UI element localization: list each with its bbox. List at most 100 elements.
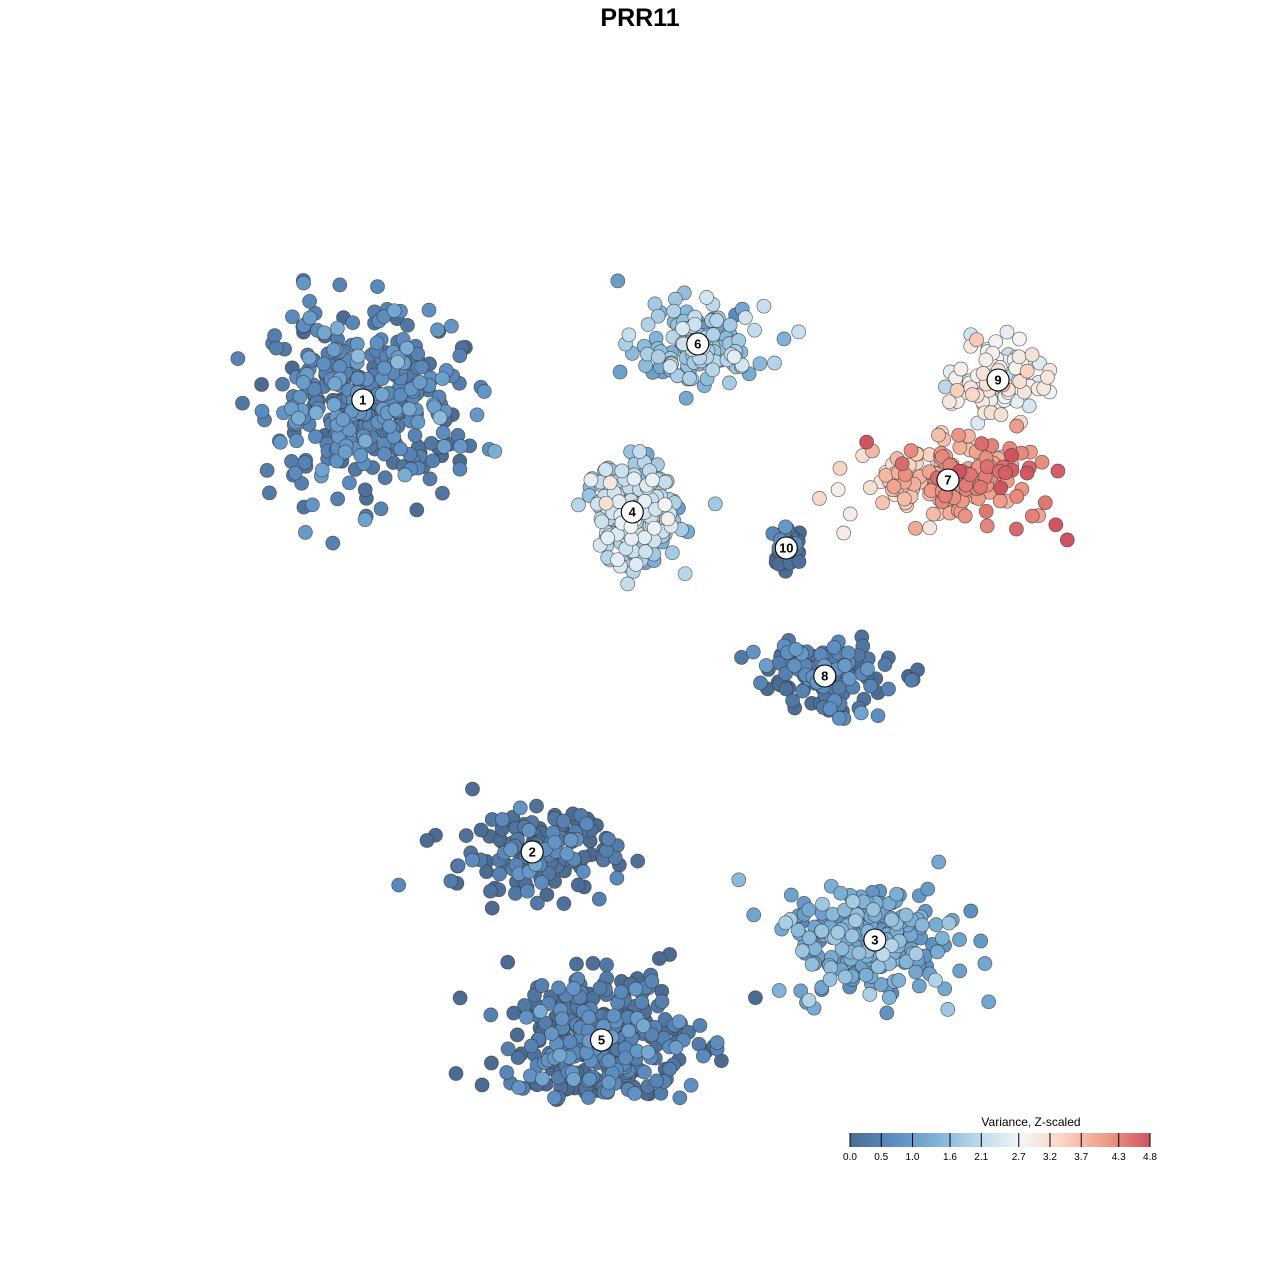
cell-point-cluster-5 xyxy=(533,1004,548,1019)
cell-point-cluster-3 xyxy=(848,913,863,928)
cell-point-cluster-7 xyxy=(922,520,938,536)
cell-point-cluster-1 xyxy=(330,491,345,507)
cell-point-cluster-5 xyxy=(621,1023,637,1039)
cell-point-cluster-9 xyxy=(993,407,1009,423)
cell-point-cluster-1 xyxy=(267,328,282,343)
cell-point-cluster-1 xyxy=(374,387,390,402)
cell-point-cluster-9 xyxy=(1040,369,1055,385)
cell-point-cluster-3 xyxy=(830,925,846,940)
cell-point-cluster-1 xyxy=(421,302,437,318)
cell-point-cluster-1 xyxy=(285,309,300,325)
cell-point-cluster-6 xyxy=(666,303,682,319)
cluster-label-1: 1 xyxy=(351,388,375,412)
cell-point-cluster-5 xyxy=(562,1034,578,1050)
cell-point-cluster-1 xyxy=(316,325,332,341)
cell-point-cluster-3 xyxy=(879,1005,895,1021)
cell-point-cluster-3 xyxy=(914,917,930,933)
cell-point-cluster-4 xyxy=(626,471,642,487)
cell-point-cluster-1 xyxy=(422,471,438,487)
cell-point-cluster-1 xyxy=(337,444,353,460)
cell-point-cluster-8 xyxy=(881,681,896,697)
cell-point-cluster-3 xyxy=(963,903,979,919)
cell-point-cluster-5 xyxy=(519,1009,534,1025)
cell-point-cluster-3 xyxy=(865,902,881,917)
cell-point-cluster-7 xyxy=(1034,454,1050,470)
cell-point-cluster-10 xyxy=(791,554,807,569)
cell-point-cluster-8 xyxy=(788,641,804,657)
cell-point-cluster-1 xyxy=(326,342,342,358)
cell-point-cluster-5 xyxy=(551,980,566,996)
cell-point-cluster-2 xyxy=(443,873,459,889)
cell-point-cluster-5 xyxy=(500,954,516,970)
cell-point-cluster-4 xyxy=(645,472,660,488)
cell-point-cluster-1 xyxy=(453,439,468,454)
cell-point-cluster-1 xyxy=(409,502,425,518)
cell-point-cluster-4 xyxy=(620,576,636,592)
cell-point-cluster-7 xyxy=(952,440,968,455)
cell-point-cluster-3 xyxy=(851,945,867,961)
cell-point-cluster-1 xyxy=(376,360,392,376)
cell-point-cluster-5 xyxy=(581,1009,597,1025)
cell-point-cluster-5 xyxy=(627,1086,642,1101)
cell-point-cluster-5 xyxy=(606,1008,622,1024)
cell-point-cluster-1 xyxy=(370,279,385,294)
cell-point-cluster-4 xyxy=(657,474,673,490)
cell-point-cluster-1 xyxy=(305,497,320,513)
cell-point-cluster-2 xyxy=(563,832,579,848)
cell-point-cluster-1 xyxy=(289,433,304,449)
cell-point-cluster-5 xyxy=(499,1065,515,1080)
cell-point-cluster-6 xyxy=(776,331,792,347)
legend-ticks: 0.0 0.5 1.0 1.6 2.1 2.7 3.2 3.7 4.3 4.8 xyxy=(843,1133,1157,1163)
cluster-label-2: 2 xyxy=(520,840,544,864)
cell-point-cluster-7 xyxy=(1009,489,1025,504)
cell-point-cluster-9 xyxy=(941,394,957,410)
cluster-label-badge xyxy=(351,388,375,412)
cell-point-cluster-4 xyxy=(664,545,680,561)
cell-point-cluster-3 xyxy=(884,912,899,928)
cell-point-cluster-7 xyxy=(842,506,858,522)
cell-point-cluster-1 xyxy=(262,485,277,501)
cell-point-cluster-6 xyxy=(678,390,694,406)
cell-point-cluster-2 xyxy=(465,852,480,868)
cell-point-cluster-3 xyxy=(862,987,878,1002)
cell-point-cluster-1 xyxy=(275,376,290,392)
cell-point-cluster-1 xyxy=(332,277,348,293)
cell-point-cluster-7 xyxy=(832,460,848,476)
cell-point-cluster-3 xyxy=(931,854,947,870)
cell-point-cluster-6 xyxy=(791,324,807,340)
cell-point-cluster-8 xyxy=(787,658,802,674)
cell-point-cluster-1 xyxy=(452,461,468,477)
cell-point-cluster-1 xyxy=(377,446,392,462)
cell-point-cluster-5 xyxy=(671,1014,687,1030)
cell-point-cluster-2 xyxy=(630,853,646,869)
cluster-label-7: 7 xyxy=(936,468,960,492)
cell-point-cluster-4 xyxy=(571,497,586,513)
cell-point-cluster-4 xyxy=(598,495,614,511)
cell-point-cluster-6 xyxy=(722,375,737,391)
cell-point-cluster-5 xyxy=(522,1068,538,1084)
cell-point-cluster-4 xyxy=(660,511,676,527)
cell-point-cluster-4 xyxy=(614,463,630,479)
cell-point-cluster-2 xyxy=(458,828,474,843)
cell-point-cluster-8 xyxy=(826,640,842,655)
cell-point-cluster-7 xyxy=(830,482,846,498)
cell-point-cluster-2 xyxy=(484,900,500,916)
cell-point-cluster-1 xyxy=(345,315,361,331)
cell-point-cluster-4 xyxy=(610,552,625,568)
cell-point-cluster-6 xyxy=(709,313,725,328)
cluster-label-text: 8 xyxy=(821,669,828,684)
cell-point-cluster-7 xyxy=(957,508,973,524)
cell-point-cluster-7 xyxy=(1048,517,1064,533)
cell-point-cluster-3 xyxy=(928,972,943,988)
cell-point-cluster-6 xyxy=(722,317,738,333)
cell-point-cluster-1 xyxy=(386,303,402,319)
cell-point-cluster-2 xyxy=(492,866,507,882)
cell-point-cluster-7 xyxy=(875,495,890,511)
cell-point-cluster-2 xyxy=(539,887,555,902)
cell-point-cluster-1 xyxy=(330,320,345,336)
cell-point-cluster-1 xyxy=(302,310,318,326)
cell-point-cluster-6 xyxy=(682,370,697,386)
cell-point-cluster-8 xyxy=(753,675,768,691)
cell-point-cluster-3 xyxy=(795,943,810,959)
cell-point-cluster-4 xyxy=(677,566,693,582)
